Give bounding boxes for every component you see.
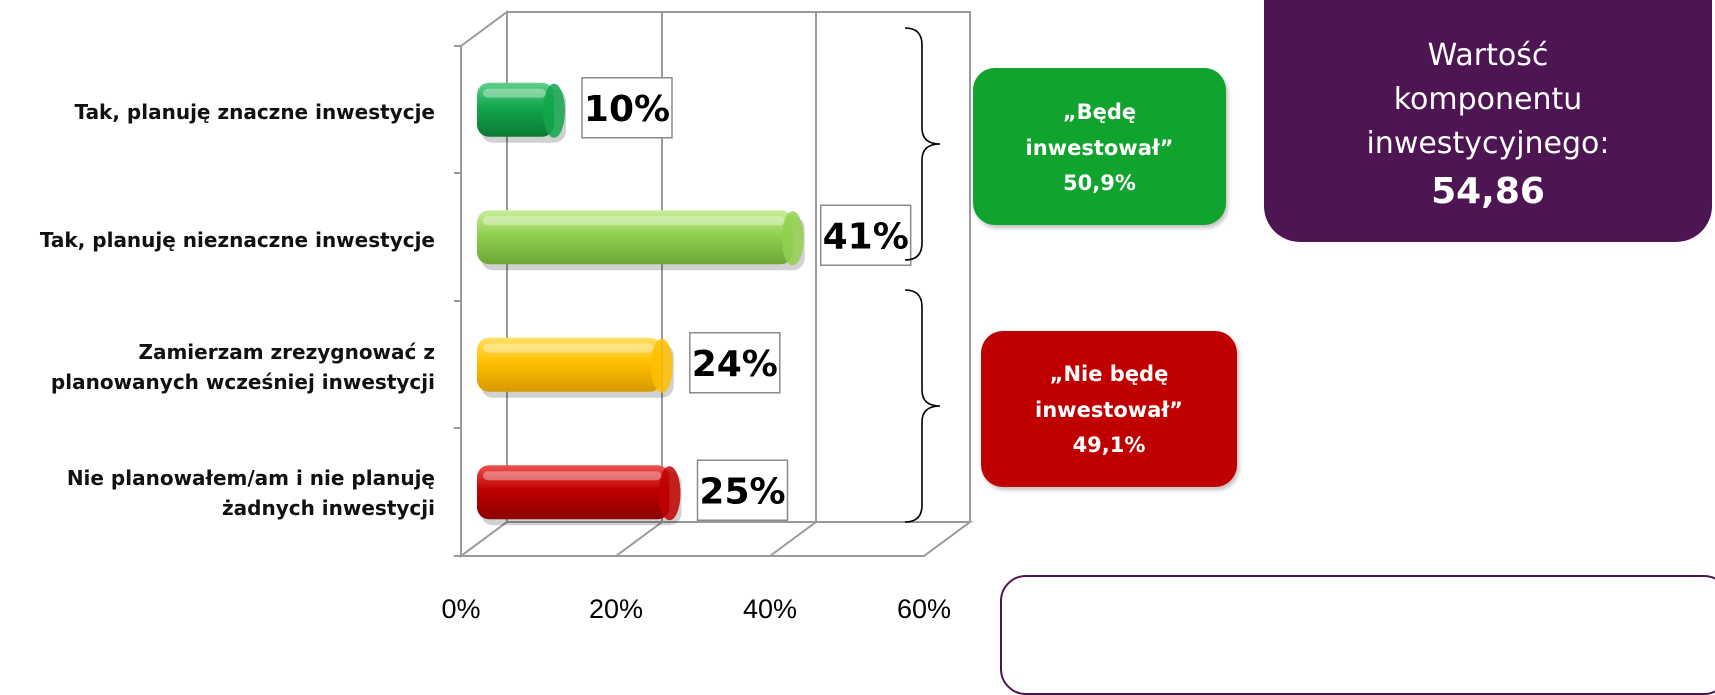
bar-cap [781,211,804,266]
x-tick-label: 0% [441,594,480,624]
svg-text:10%: 10% [584,89,670,130]
bar-2 [477,210,805,271]
bar-body [477,82,554,137]
value-label-3: 24% [689,332,781,394]
category-label-4: Nie planowałem/am i nie planuję żadnych … [66,466,435,520]
investment-component-label: Wartość komponentu inwestycyjnego: [1366,38,1610,161]
bar-4 [477,465,682,526]
investment-component-box: Wartość komponentu inwestycyjnego: 54,86 [1264,0,1712,242]
note-box [1000,575,1715,695]
bar-highlight [483,343,654,353]
bar-3 [477,337,674,398]
x-tick-label: 40% [743,594,797,624]
bar-highlight [483,216,785,226]
investment-component-value: 54,86 [1431,171,1545,212]
callout-will-invest-label: „Będę inwestował” [1025,99,1174,160]
bar-cap [650,338,673,393]
chart-frame [454,10,974,558]
svg-text:24%: 24% [692,344,778,385]
svg-text:41%: 41% [823,216,909,257]
value-label-2: 41% [819,204,912,266]
brace-bottom [904,289,941,523]
category-label-2: Tak, planuję nieznaczne inwestycje [39,228,435,252]
callout-will-not-invest-value: 49,1% [1072,433,1146,457]
value-label-1: 10% [581,77,673,139]
bar-highlight [483,88,546,98]
callout-will-invest-value: 50,9% [1063,170,1136,195]
callout-will-not-invest-label: „Nie będę inwestował” [1035,362,1183,422]
bar-cap [658,466,681,521]
value-label-4: 25% [696,459,789,521]
x-tick-label: 60% [897,594,951,624]
brace-top [904,27,941,261]
callout-will-invest: „Będę inwestował” 50,9% [973,68,1226,225]
category-label-3: Zamierzam zrezygnować z planowanych wcze… [50,340,435,394]
bar-body [477,337,662,392]
bar-cap [543,83,565,138]
bar-body [477,465,670,520]
bar-1 [477,82,566,143]
x-tick-label: 20% [589,594,643,624]
callout-will-not-invest: „Nie będę inwestował” 49,1% [981,331,1237,487]
svg-text:25%: 25% [699,471,785,512]
bar-chart: 10% 41% 24% 25% 0% 20% 40% 60% [441,10,974,624]
bar-highlight [483,471,662,481]
bar-body [477,210,793,265]
category-label-1: Tak, planuję znaczne inwestycje [74,100,436,124]
